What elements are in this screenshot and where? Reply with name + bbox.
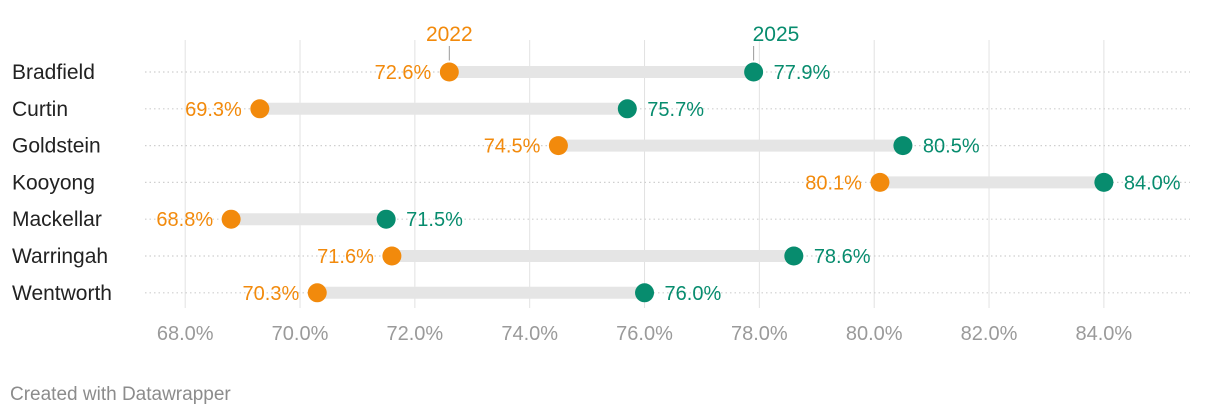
category-label: Bradfield	[12, 61, 95, 84]
value-label-2025: 78.6%	[814, 246, 871, 268]
x-tick-label: 68.0%	[157, 323, 214, 345]
dot-range-chart: Bradfield Curtin Goldstein Kooyong Mackellar…	[12, 23, 1190, 345]
category-label: Curtin	[12, 98, 68, 121]
category-label: Goldstein	[12, 135, 101, 158]
series-label-2022: 2022	[426, 23, 473, 46]
dot-2022	[307, 283, 327, 303]
category-label: Warringah	[12, 245, 108, 268]
mark-layer: 72.6% 77.9% 69.3% 75.7% 74.5% 80.5% 80.1% 84.0%…	[156, 62, 1180, 305]
value-label-2025: 80.5%	[923, 136, 980, 158]
value-label-2022: 72.6%	[375, 62, 432, 84]
value-label-2022: 70.3%	[243, 283, 300, 305]
value-label-2022: 71.6%	[317, 246, 374, 268]
x-tick-label: 74.0%	[501, 323, 558, 345]
dot-2025	[1094, 172, 1114, 192]
x-tick-label: 70.0%	[272, 323, 329, 345]
dot-2025	[893, 136, 913, 156]
series-label-2025: 2025	[753, 23, 800, 46]
x-axis: 68.0% 70.0% 72.0% 74.0% 76.0% 78.0% 80.0% 82.0%…	[157, 323, 1133, 345]
value-label-2025: 84.0%	[1124, 172, 1181, 194]
x-tick-label: 80.0%	[846, 323, 903, 345]
dot-2025	[744, 62, 764, 82]
dot-2022	[250, 99, 270, 119]
value-label-2025: 71.5%	[406, 209, 463, 231]
category-label: Wentworth	[12, 282, 112, 305]
dot-2022	[548, 136, 568, 156]
value-label-2022: 74.5%	[484, 136, 541, 158]
value-label-2025: 77.9%	[774, 62, 831, 84]
x-tick-label: 76.0%	[616, 323, 673, 345]
value-label-2022: 68.8%	[156, 209, 213, 231]
dot-2025	[617, 99, 637, 119]
dot-2025	[376, 209, 396, 229]
dot-2025	[635, 283, 655, 303]
value-label-2025: 76.0%	[665, 283, 722, 305]
x-tick-label: 82.0%	[961, 323, 1018, 345]
dot-2025	[784, 246, 804, 266]
x-tick-label: 84.0%	[1076, 323, 1133, 345]
value-label-2025: 75.7%	[647, 99, 704, 121]
x-tick-label: 78.0%	[731, 323, 788, 345]
x-tick-label: 72.0%	[387, 323, 444, 345]
category-label: Kooyong	[12, 171, 95, 194]
value-label-2022: 80.1%	[805, 172, 862, 194]
category-label: Mackellar	[12, 208, 102, 231]
dot-2022	[439, 62, 459, 82]
footer-credit: Created with Datawrapper	[10, 384, 231, 405]
dot-2022	[382, 246, 402, 266]
dot-2022	[221, 209, 241, 229]
value-label-2022: 69.3%	[185, 99, 242, 121]
series-labels: 2022 2025	[426, 23, 799, 61]
dot-2022	[870, 172, 890, 192]
